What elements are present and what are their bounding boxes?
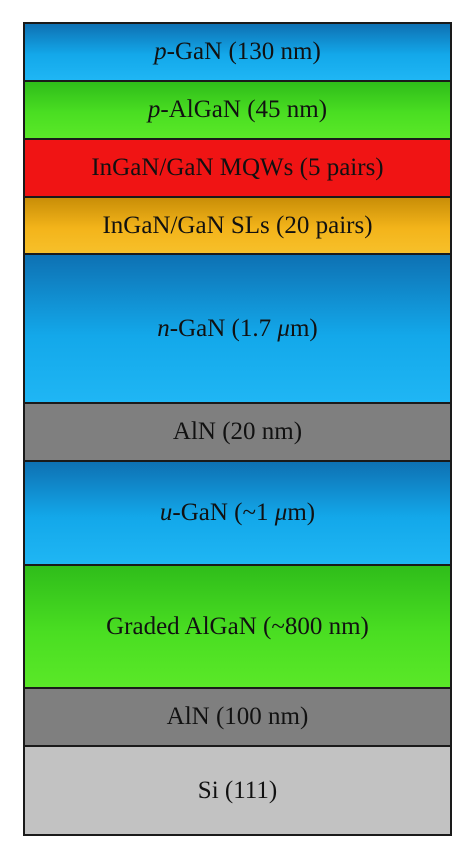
layer-p-gan: p-GaN (130 nm) (25, 24, 450, 82)
layer-u-gan: u-GaN (~1 μm) (25, 462, 450, 566)
layer-sls-label: InGaN/GaN SLs (20 pairs) (102, 211, 373, 239)
layer-si-substrate: Si (111) (25, 747, 450, 834)
layer-aln-100nm-label: AlN (100 nm) (166, 703, 309, 730)
layer-n-gan-label: n-GaN (1.7 μm) (157, 314, 318, 342)
layer-p-gan-label: p-GaN (130 nm) (154, 38, 321, 65)
layer-graded-algan-label: Graded AlGaN (~800 nm) (106, 612, 369, 640)
layer-aln-20nm-label: AlN (20 nm) (172, 418, 303, 445)
layer-aln-20nm: AlN (20 nm) (25, 404, 450, 462)
layer-u-gan-label: u-GaN (~1 μm) (159, 499, 316, 526)
layer-mqws-label: InGaN/GaN MQWs (5 pairs) (91, 154, 384, 181)
layer-p-algan-label: p-AlGaN (45 nm) (147, 96, 328, 123)
layer-si-label: Si (111) (197, 776, 278, 804)
layer-aln-100nm: AlN (100 nm) (25, 689, 450, 747)
layer-p-algan: p-AlGaN (45 nm) (25, 82, 450, 140)
layer-n-gan: n-GaN (1.7 μm) (25, 255, 450, 404)
layer-graded-algan: Graded AlGaN (~800 nm) (25, 566, 450, 689)
layer-ingan-gan-sls: InGaN/GaN SLs (20 pairs) (25, 198, 450, 255)
layer-ingan-gan-mqws: InGaN/GaN MQWs (5 pairs) (25, 140, 450, 198)
layer-stack: p-GaN (130 nm) p-AlGaN (45 nm) InGaN/GaN… (23, 22, 452, 836)
